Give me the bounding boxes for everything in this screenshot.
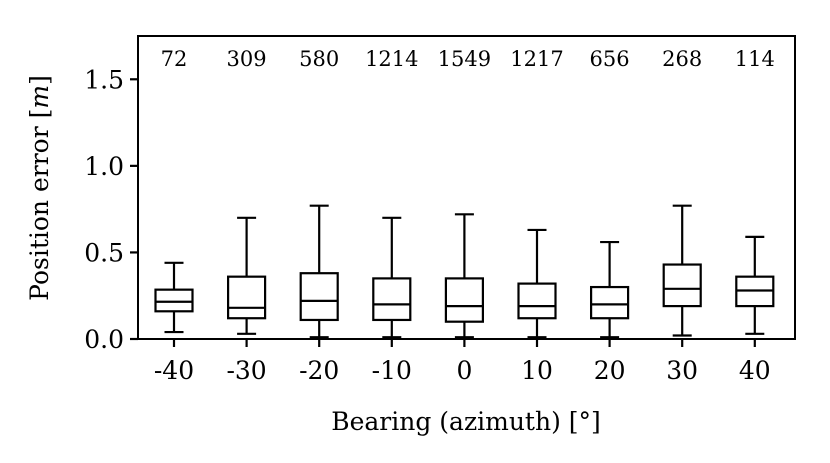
iqr-box [154,288,194,313]
sample-count-label: 72 [161,47,188,71]
x-tick-label: 40 [739,356,771,385]
iqr-box [589,285,630,320]
iqr-box [444,277,484,323]
plot-frame [137,35,796,340]
sample-count-label: 268 [662,47,702,71]
sample-count-label: 656 [590,47,630,71]
sample-count-label: 1214 [365,47,418,71]
iqr-box [299,272,339,322]
x-tick-label: -40 [154,356,194,385]
x-tick-label: -10 [372,356,412,385]
iqr-box [662,263,702,308]
x-tick-label: 10 [521,356,553,385]
sample-count-label: 580 [299,47,339,71]
x-tick-label: -20 [299,356,339,385]
y-axis-label-bracket-close: ] [25,75,54,85]
y-axis-label-text: Position error [25,118,54,300]
y-tick-label: 0.0 [84,325,124,354]
y-axis-label: Position error [m] [25,75,54,301]
iqr-box [227,275,267,320]
x-tick-label: -30 [226,356,266,385]
x-axis-label: Bearing (azimuth) [°] [331,407,601,436]
chart-marks: 0.0 0.5 1.0 1.5 -40 72 -30 309 -20 580 -10 1214 0 154… [84,47,775,385]
y-tick-label: 1.5 [84,65,124,94]
y-tick-label: 0.5 [84,238,124,267]
y-tick-label: 1.0 [84,152,124,181]
x-tick-label: 20 [594,356,626,385]
sample-count-label: 1217 [510,47,563,71]
sample-count-label: 309 [227,47,267,71]
sample-count-label: 114 [735,47,775,71]
y-axis-label-unit: m [25,85,54,109]
y-axis-label-bracket-open: [ [25,109,54,119]
iqr-box [372,277,412,322]
x-tick-label: 30 [666,356,698,385]
x-tick-label: 0 [456,356,472,385]
iqr-box [517,282,557,320]
sample-count-label: 1549 [438,47,491,71]
